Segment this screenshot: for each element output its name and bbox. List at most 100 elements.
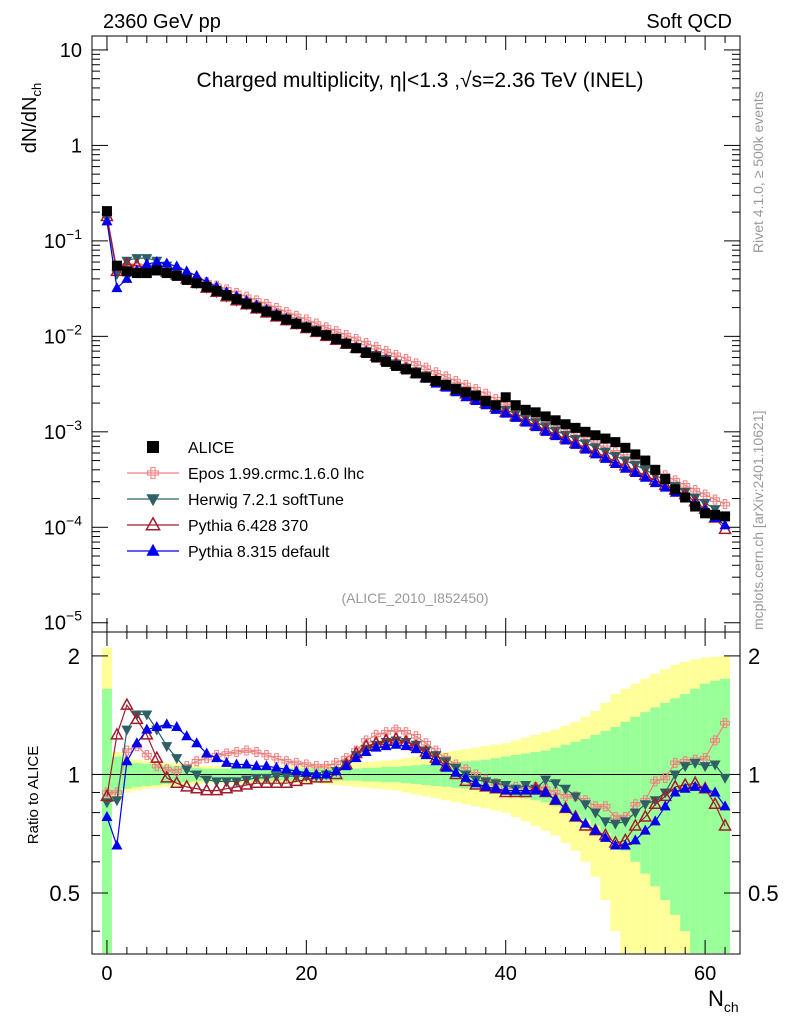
ratio-point-epos-h xyxy=(610,814,621,820)
ratio-point-epos-h xyxy=(630,802,641,807)
stat-band-bin xyxy=(111,756,122,795)
ratio-point-herwig xyxy=(709,760,721,771)
ratio-point-epos-v xyxy=(672,757,678,768)
ratio-point-pythia8 xyxy=(510,784,522,795)
ratio-point-epos-h xyxy=(670,760,681,766)
point-epos-h xyxy=(440,374,451,379)
point-herwig xyxy=(589,443,601,454)
stat-band-bin xyxy=(121,761,132,789)
ratio-point-pythia8 xyxy=(659,800,671,811)
ratio-point-epos xyxy=(121,745,132,756)
ratio-point-herwig xyxy=(570,792,582,803)
stat-band-bin xyxy=(720,678,731,953)
ratio-point-epos xyxy=(660,772,671,783)
ratio-point-pythia8 xyxy=(320,768,332,779)
ratio-point-pythia8 xyxy=(540,786,552,797)
stat-band-bin xyxy=(490,758,501,793)
point-herwig xyxy=(121,256,133,267)
point-alice xyxy=(550,415,561,426)
point-alice xyxy=(121,266,132,277)
ratio-point-epos xyxy=(600,801,611,812)
stat-band-bin xyxy=(620,721,631,851)
ratio-point-pythia8 xyxy=(440,761,452,772)
point-alice xyxy=(570,422,581,433)
ratio-point-pythia8 xyxy=(390,738,402,749)
ratio-point-pythia8 xyxy=(290,765,302,776)
ratio-point-pythia6 xyxy=(110,727,124,740)
ratio-point-herwig xyxy=(589,808,601,819)
stat-band-bin xyxy=(640,712,651,874)
ratio-point-pythia8 xyxy=(141,723,153,734)
ratio-point-epos-v xyxy=(124,745,130,756)
legend-marker xyxy=(145,516,161,531)
ratio-point-pythia6 xyxy=(100,788,114,802)
point-alice xyxy=(191,278,202,289)
ratio-point-pythia6 xyxy=(120,697,134,710)
header-right-label: Soft QCD xyxy=(646,11,732,33)
ratio-point-epos-h xyxy=(241,748,252,753)
ratio-point-herwig xyxy=(141,710,153,721)
ratio-point-pythia8 xyxy=(599,831,611,842)
ratio-point-pythia8 xyxy=(280,763,292,774)
ratio-point-pythia8 xyxy=(669,786,681,797)
point-alice xyxy=(101,206,112,217)
ratio-point-pythia8 xyxy=(370,741,382,752)
point-epos-h xyxy=(710,497,721,502)
point-alice xyxy=(430,376,441,387)
x-tick-label: 0 xyxy=(101,963,112,985)
stat-band-bin xyxy=(710,680,721,953)
ratio-point-epos-h xyxy=(261,752,272,758)
point-herwig xyxy=(619,456,631,467)
ratio-point-pythia6 xyxy=(269,775,284,788)
ratio-point-pythia6 xyxy=(289,773,304,787)
ratio-point-pythia8 xyxy=(400,740,412,751)
ratio-point-epos-v xyxy=(174,766,179,777)
ratio-y-tick-label-left: 2 xyxy=(68,644,80,669)
series-line-epos xyxy=(106,215,726,505)
point-pythia8 xyxy=(649,477,661,488)
ratio-point-herwig xyxy=(659,788,671,799)
stat-band-bin xyxy=(680,694,691,932)
ratio-point-epos-h xyxy=(411,734,421,739)
ratio-point-pythia8 xyxy=(490,782,502,793)
point-epos xyxy=(710,494,721,505)
point-pythia8 xyxy=(550,430,562,441)
stat-band-bin xyxy=(510,755,521,797)
ratio-point-pythia8 xyxy=(699,782,711,793)
point-alice xyxy=(710,509,721,520)
point-pythia8 xyxy=(530,421,542,432)
stat-band-bin xyxy=(600,730,611,834)
ratio-point-herwig xyxy=(719,773,731,784)
ratio-point-epos-h xyxy=(281,759,292,764)
ratio-point-pythia8 xyxy=(241,758,253,769)
x-axis-title: Nch xyxy=(708,986,739,1015)
ratio-point-herwig xyxy=(699,762,711,773)
point-epos-h xyxy=(401,356,412,362)
point-epos-h xyxy=(720,501,731,507)
point-alice xyxy=(440,379,451,390)
point-epos xyxy=(720,499,731,510)
point-pythia8 xyxy=(510,411,522,422)
legend-label: Pythia 8.315 default xyxy=(188,544,330,561)
point-pythia8 xyxy=(599,452,611,463)
ratio-point-herwig xyxy=(619,817,631,828)
stat-band-bin xyxy=(580,739,591,820)
ratio-point-epos-v xyxy=(373,729,379,740)
ratio-point-pythia8 xyxy=(300,766,312,777)
ratio-point-pythia6 xyxy=(229,779,244,792)
legend-label: Herwig 7.2.1 softTune xyxy=(188,492,344,509)
y-tick-label: 10−2 xyxy=(44,321,82,348)
point-pythia8 xyxy=(609,458,621,469)
point-alice xyxy=(700,508,711,519)
point-alice xyxy=(530,407,541,418)
stat-band-bin xyxy=(590,734,601,826)
point-pythia8 xyxy=(191,269,203,280)
point-alice xyxy=(321,330,332,341)
ratio-point-pythia8 xyxy=(500,784,512,795)
point-pythia8 xyxy=(151,256,163,267)
point-alice xyxy=(540,411,551,422)
ratio-point-epos-v xyxy=(234,747,239,758)
ratio-point-pythia8 xyxy=(101,810,113,821)
ratio-point-pythia6 xyxy=(239,777,254,790)
ratio-point-herwig xyxy=(231,777,243,788)
